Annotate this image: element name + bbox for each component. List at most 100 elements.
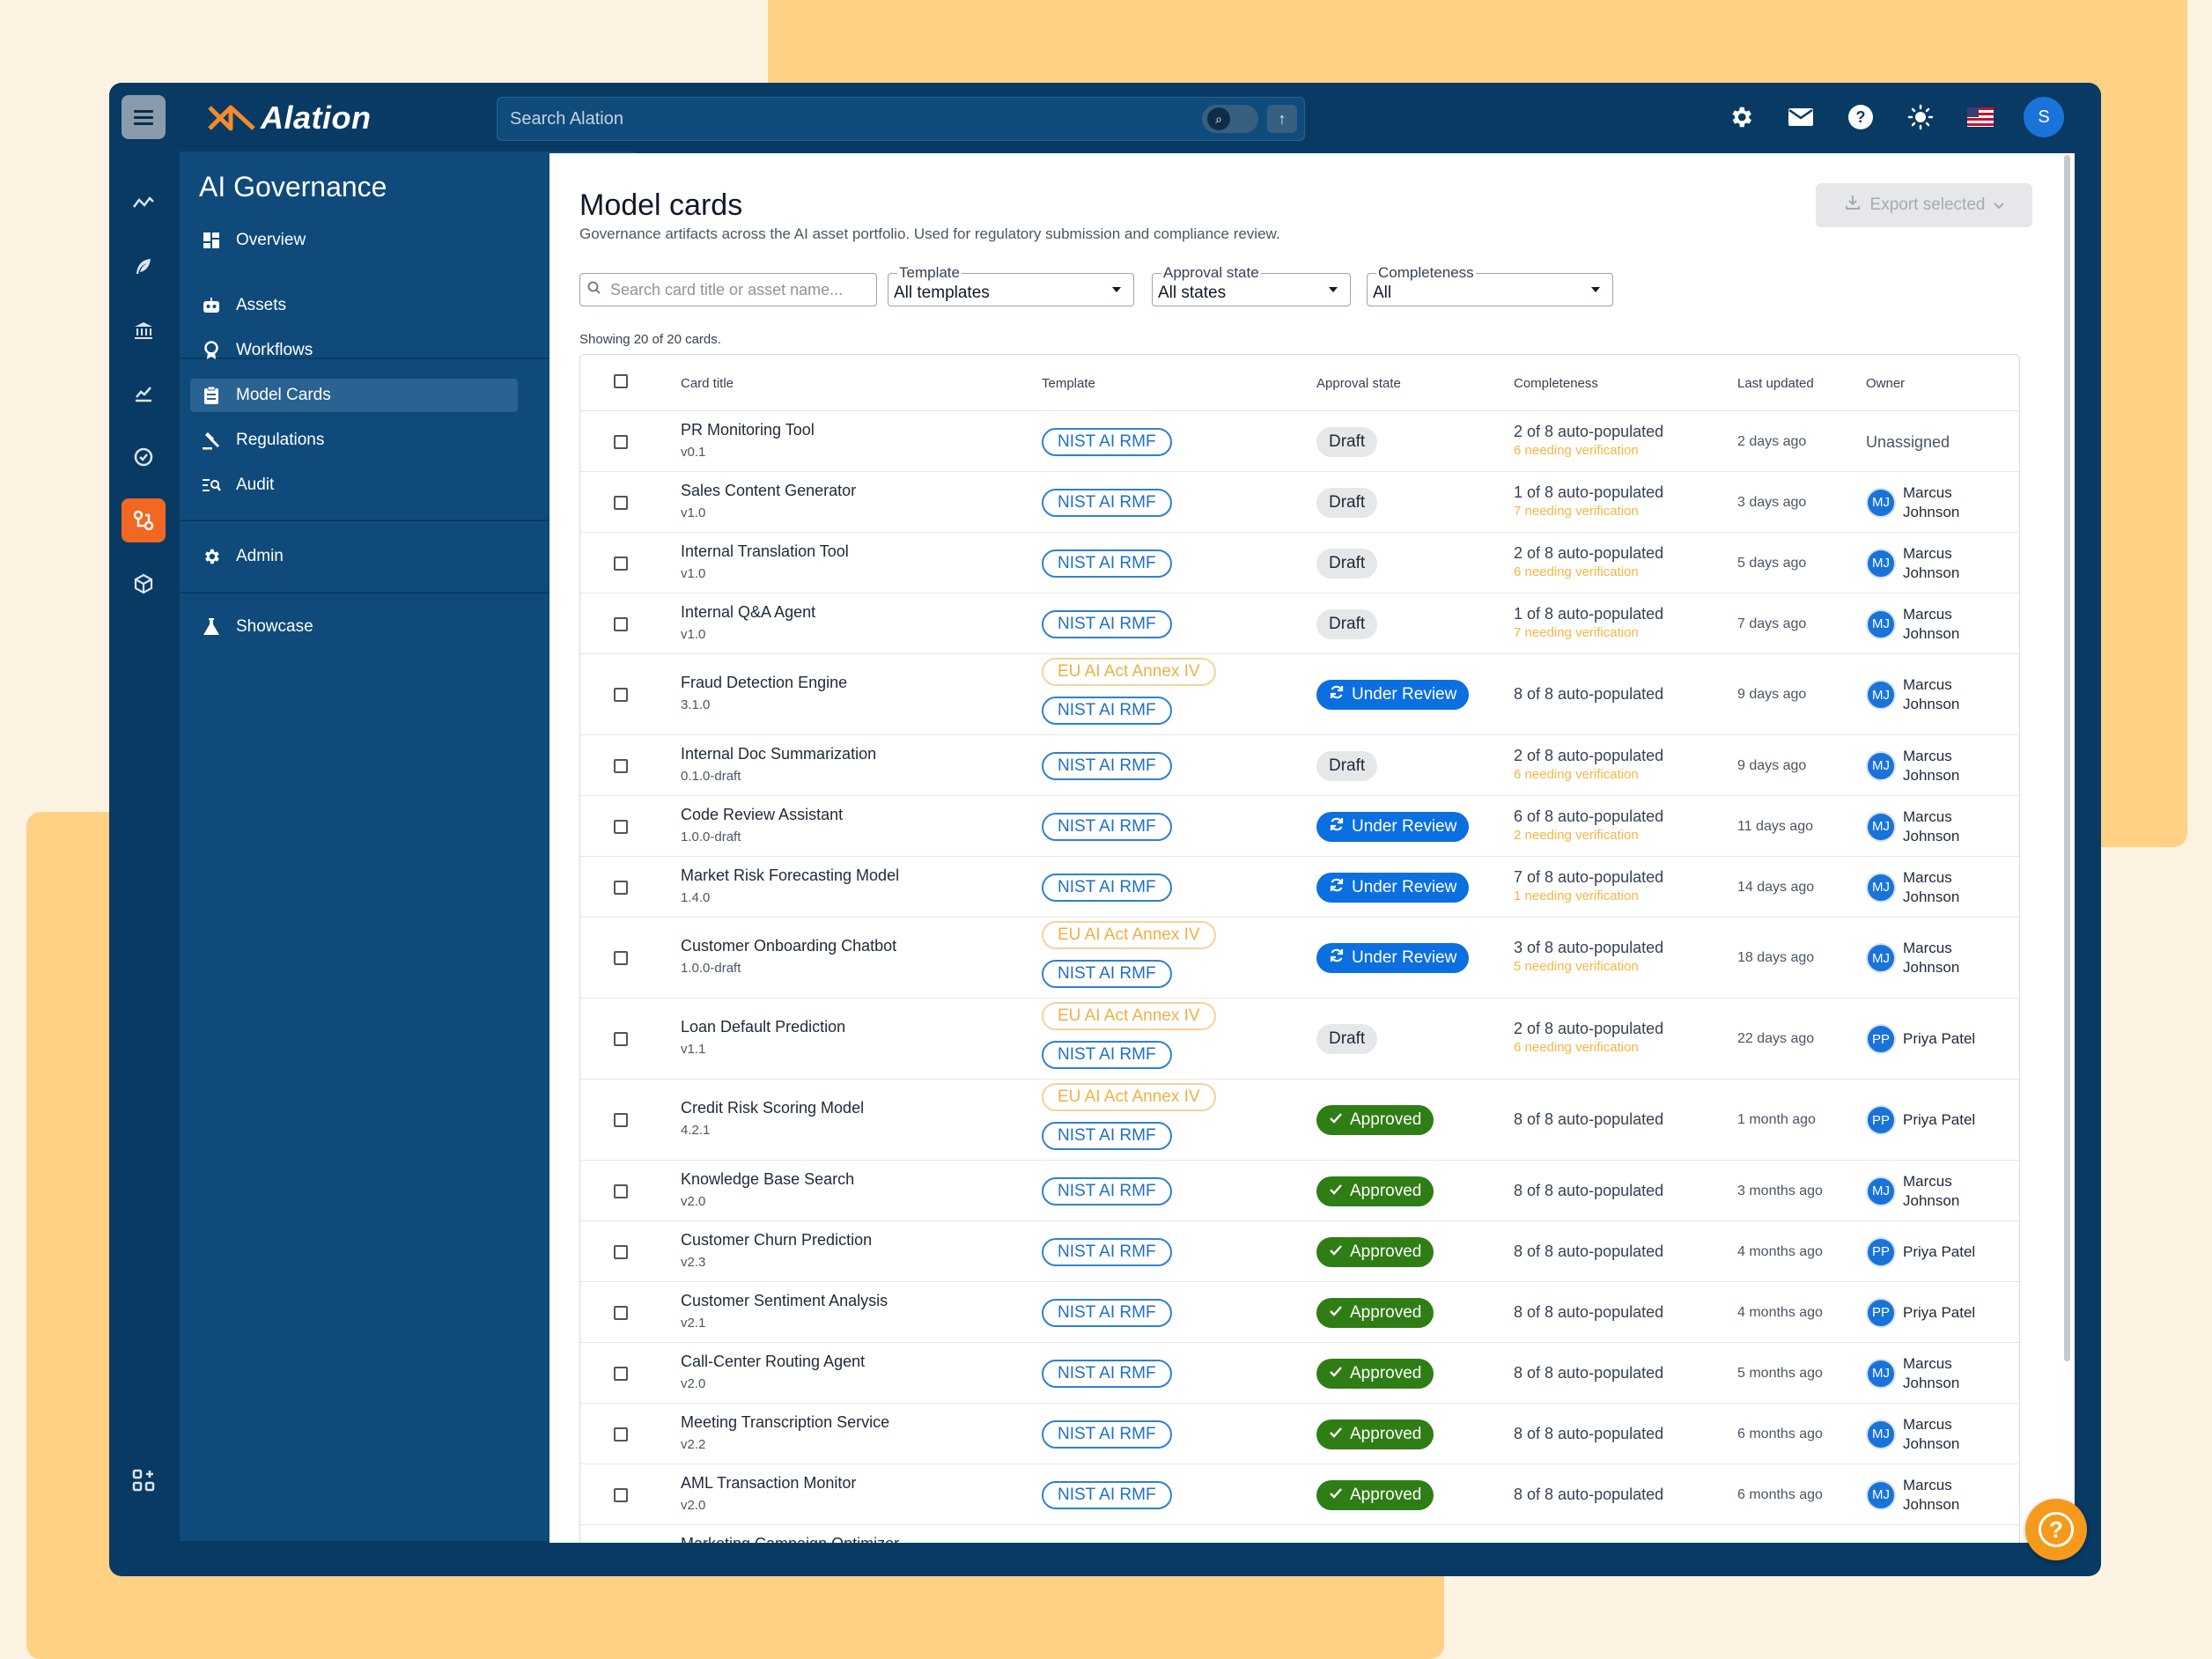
table-row[interactable]: Credit Risk Scoring Model 4.2.1 EU AI Act …	[580, 1080, 2019, 1161]
table-row[interactable]: Fraud Detection Engine 3.1.0 EU AI Act Ann…	[580, 654, 2019, 735]
upload-button[interactable]: ↑	[1267, 105, 1297, 133]
header-owner[interactable]: Owner	[1866, 376, 1906, 391]
template-badge[interactable]: NIST AI RMF	[1042, 751, 1172, 780]
sidebar-item-model-cards[interactable]: Model Cards	[190, 379, 518, 412]
rail-add-apps-icon[interactable]	[122, 1458, 166, 1502]
select-all-checkbox[interactable]	[614, 374, 628, 388]
global-search-bar[interactable]: Search Alation ⌕ ↑	[497, 97, 1305, 141]
table-row[interactable]: PR Monitoring Tool v0.1 NIST AI RMF Draft 2 …	[580, 411, 2019, 472]
template-badge[interactable]: NIST AI RMF	[1042, 812, 1172, 841]
table-row[interactable]: Loan Default Prediction v1.1 EU AI Act Ann…	[580, 999, 2019, 1080]
card-title[interactable]: Call-Center Routing Agent	[681, 1352, 866, 1370]
owner-name[interactable]: Priya Patel	[1903, 1111, 1976, 1128]
table-row[interactable]: Customer Sentiment Analysis v2.1 NIST AI R…	[580, 1282, 2019, 1343]
template-badge[interactable]: EU AI Act Annex IV	[1042, 921, 1216, 949]
sun-theme-icon[interactable]	[1904, 100, 1937, 134]
owner-name[interactable]: Marcus Johnson	[1903, 1415, 1960, 1452]
owner-name[interactable]: Marcus Johnson	[1903, 605, 1960, 642]
table-row[interactable]: Internal Translation Tool v1.0 NIST AI RMF…	[580, 533, 2019, 594]
rail-ai-governance-icon[interactable]	[122, 498, 166, 542]
hamburger-menu-button[interactable]	[122, 95, 166, 139]
help-fab-button[interactable]: ?	[2025, 1499, 2087, 1560]
row-checkbox[interactable]	[614, 819, 628, 834]
row-checkbox[interactable]	[614, 1032, 628, 1046]
template-badge[interactable]: NIST AI RMF	[1042, 960, 1172, 988]
rail-feather-icon[interactable]	[122, 245, 166, 289]
card-title[interactable]: Fraud Detection Engine	[681, 674, 848, 691]
table-row[interactable]: Internal Q&A Agent v1.0 NIST AI RMF Draft 1 …	[580, 594, 2019, 654]
row-checkbox[interactable]	[614, 688, 628, 702]
card-title[interactable]: Internal Doc Summarization	[681, 744, 877, 763]
card-title[interactable]: Meeting Transcription Service	[681, 1412, 890, 1431]
table-row[interactable]: Customer Onboarding Chatbot 1.0.0-draft EU…	[580, 918, 2019, 999]
template-badge[interactable]: NIST AI RMF	[1042, 549, 1172, 578]
row-checkbox[interactable]	[614, 1244, 628, 1259]
template-badge[interactable]: EU AI Act Annex IV	[1042, 1002, 1216, 1030]
rail-badge-check-icon[interactable]	[122, 435, 166, 479]
approval-state-filter-select[interactable]: Approval state All states	[1152, 265, 1351, 306]
rail-trend-icon[interactable]	[122, 181, 166, 225]
owner-name[interactable]: Marcus Johnson	[1903, 1172, 1960, 1209]
help-icon[interactable]: ?	[1844, 100, 1877, 134]
card-title[interactable]: Credit Risk Scoring Model	[681, 1099, 865, 1117]
template-badge[interactable]: NIST AI RMF	[1042, 873, 1172, 902]
main-scrollbar[interactable]	[2059, 153, 2075, 1543]
card-title[interactable]: PR Monitoring Tool	[681, 420, 815, 439]
card-title[interactable]: Knowledge Base Search	[681, 1169, 855, 1188]
table-row[interactable]: Sales Content Generator v1.0 NIST AI RMF Dr…	[580, 472, 2019, 533]
row-checkbox[interactable]	[614, 951, 628, 965]
template-badge[interactable]: NIST AI RMF	[1042, 609, 1172, 638]
card-title[interactable]: Marketing Campaign Optimizer	[681, 1535, 899, 1544]
card-title[interactable]: Loan Default Prediction	[681, 1018, 846, 1036]
table-row[interactable]: Marketing Campaign Optimizer	[580, 1525, 2019, 1544]
completeness-filter-select[interactable]: Completeness All	[1367, 265, 1613, 306]
row-checkbox[interactable]	[614, 1305, 628, 1320]
row-checkbox[interactable]	[614, 495, 628, 510]
owner-name[interactable]: Marcus Johnson	[1903, 868, 1960, 905]
sidebar-item-assets[interactable]: Assets	[190, 289, 518, 322]
header-approval-state[interactable]: Approval state	[1316, 376, 1401, 391]
template-badge[interactable]: NIST AI RMF	[1042, 1298, 1172, 1327]
card-title[interactable]: AML Transaction Monitor	[681, 1473, 857, 1492]
sidebar-item-showcase[interactable]: Showcase	[190, 610, 518, 644]
owner-name[interactable]: Priya Patel	[1903, 1303, 1976, 1321]
row-checkbox[interactable]	[614, 758, 628, 773]
template-badge[interactable]: NIST AI RMF	[1042, 1237, 1172, 1266]
sidebar-item-admin[interactable]: Admin	[190, 540, 518, 573]
mail-icon[interactable]	[1784, 100, 1818, 134]
table-row[interactable]: Internal Doc Summarization 0.1.0-draft NIS…	[580, 735, 2019, 796]
owner-name[interactable]: Priya Patel	[1903, 1242, 1976, 1260]
owner-name[interactable]: Marcus Johnson	[1903, 807, 1960, 844]
owner-name[interactable]: Unassigned	[1866, 432, 1950, 451]
owner-name[interactable]: Marcus Johnson	[1903, 940, 1960, 976]
table-row[interactable]: Call-Center Routing Agent v2.0 NIST AI RMF…	[580, 1343, 2019, 1404]
header-last-updated[interactable]: Last updated	[1737, 376, 1814, 391]
card-title[interactable]: Internal Translation Tool	[681, 542, 849, 560]
rail-chart-icon[interactable]	[122, 372, 166, 416]
export-selected-button[interactable]: Export selected	[1816, 183, 2032, 227]
template-badge[interactable]: EU AI Act Annex IV	[1042, 1083, 1216, 1111]
card-search-input[interactable]: Search card title or asset name...	[579, 273, 877, 306]
alation-logo[interactable]: Alation	[206, 99, 372, 137]
template-badge[interactable]: NIST AI RMF	[1042, 697, 1172, 725]
row-checkbox[interactable]	[614, 1427, 628, 1441]
template-badge[interactable]: NIST AI RMF	[1042, 1176, 1172, 1206]
card-title[interactable]: Code Review Assistant	[681, 805, 844, 823]
template-badge[interactable]: NIST AI RMF	[1042, 1359, 1172, 1388]
template-badge[interactable]: NIST AI RMF	[1042, 1122, 1172, 1150]
template-badge[interactable]: NIST AI RMF	[1042, 1419, 1172, 1449]
row-checkbox[interactable]	[614, 434, 628, 449]
table-row[interactable]: Knowledge Base Search v2.0 NIST AI RMF Appr…	[580, 1161, 2019, 1221]
template-badge[interactable]: NIST AI RMF	[1042, 1041, 1172, 1069]
table-row[interactable]: Market Risk Forecasting Model 1.4.0 NIST A…	[580, 857, 2019, 918]
settings-gear-icon[interactable]	[1724, 100, 1758, 134]
row-checkbox[interactable]	[614, 1487, 628, 1502]
row-checkbox[interactable]	[614, 880, 628, 895]
template-badge[interactable]: NIST AI RMF	[1042, 1480, 1172, 1509]
template-badge[interactable]: NIST AI RMF	[1042, 488, 1172, 517]
card-title[interactable]: Customer Onboarding Chatbot	[681, 937, 897, 955]
row-checkbox[interactable]	[614, 1183, 628, 1198]
search-toggle[interactable]: ⌕	[1202, 105, 1258, 133]
user-avatar[interactable]: S	[2024, 97, 2064, 137]
template-badge[interactable]: NIST AI RMF	[1042, 427, 1172, 456]
